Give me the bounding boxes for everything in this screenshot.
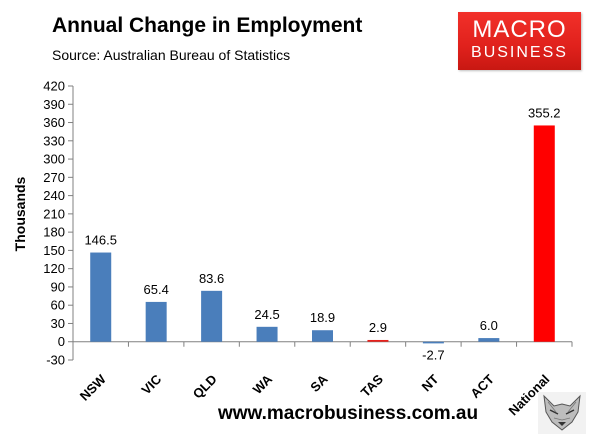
x-tick-label-wa: WA	[250, 371, 276, 397]
y-tick-label: 210	[43, 206, 65, 221]
x-tick-label-nt: NT	[419, 371, 442, 394]
data-label-vic: 65.4	[144, 282, 169, 297]
bar-national	[533, 125, 555, 342]
bar-wa	[256, 326, 278, 342]
x-tick-label-act: ACT	[467, 371, 497, 401]
y-tick-label: 360	[43, 115, 65, 130]
data-label-nt: -2.7	[422, 347, 444, 362]
bar-tas	[367, 339, 389, 342]
y-tick-label: 180	[43, 225, 65, 240]
y-tick-label: 390	[43, 97, 65, 112]
y-tick-label: 300	[43, 152, 65, 167]
bar-act	[478, 338, 500, 342]
bar-qld	[201, 290, 223, 342]
macrobusiness-logo[interactable]: MACRO BUSINESS	[458, 12, 581, 70]
chart-source: Source: Australian Bureau of Statistics	[52, 47, 291, 63]
fox-head-icon	[538, 392, 586, 434]
y-tick-label: 270	[43, 170, 65, 185]
y-tick-label: -30	[46, 353, 65, 368]
y-tick-label: 330	[43, 133, 65, 148]
bar-sa	[312, 330, 333, 342]
y-tick-label: 240	[43, 188, 65, 203]
footer-url[interactable]: www.macrobusiness.com.au	[218, 403, 479, 424]
y-tick-label: 60	[51, 298, 65, 313]
bar-vic	[145, 301, 167, 342]
y-axis-label: Thousands	[12, 176, 28, 251]
y-tick-label: 0	[58, 334, 65, 349]
data-label-wa: 24.5	[254, 307, 279, 322]
y-tick-label: 30	[51, 316, 65, 331]
y-tick-label: 120	[43, 261, 65, 276]
y-tick-label: 420	[43, 79, 65, 94]
logo-line-2: BUSINESS	[471, 44, 568, 61]
x-tick-label-nsw: NSW	[77, 371, 110, 404]
bar-nt	[422, 341, 444, 344]
y-tick-label: 150	[43, 243, 65, 258]
data-label-qld: 83.6	[199, 271, 224, 286]
data-label-sa: 18.9	[310, 310, 335, 325]
x-tick-label-vic: VIC	[138, 371, 164, 397]
data-label-act: 6.0	[480, 318, 498, 333]
x-tick-label-tas: TAS	[358, 371, 387, 400]
bar-nsw	[90, 252, 112, 342]
x-tick-label-qld: QLD	[190, 372, 220, 402]
data-label-nsw: 146.5	[84, 233, 117, 248]
x-tick-label-sa: SA	[307, 371, 331, 395]
y-tick-label: 90	[51, 279, 65, 294]
logo-line-1: MACRO	[472, 16, 567, 43]
chart-title: Annual Change in Employment	[52, 14, 363, 37]
data-label-tas: 2.9	[369, 320, 387, 335]
data-label-national: 355.2	[528, 105, 561, 120]
